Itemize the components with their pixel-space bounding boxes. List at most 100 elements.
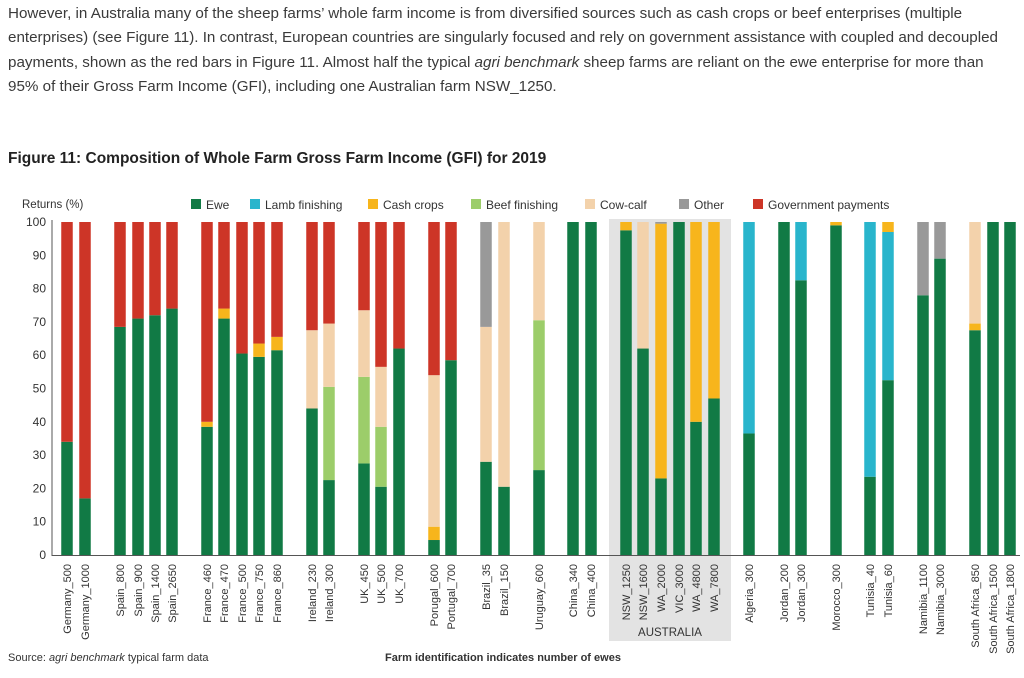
x-tick-label: Uruguay_600 (534, 564, 546, 630)
x-tick-label: Spain_900 (133, 564, 145, 617)
bar-segment (149, 315, 161, 555)
bar-segment (533, 222, 545, 321)
bar-segment (358, 376, 370, 464)
y-tick-label: 50 (33, 382, 47, 396)
source-emphasis: agri benchmark (48, 652, 125, 664)
bar-segment (567, 222, 579, 555)
bar-segment (498, 486, 510, 555)
bar-segment (864, 222, 876, 477)
bar-segment (864, 476, 876, 555)
x-tick-label: NSW_1600 (638, 564, 650, 620)
legend-label: Ewe (206, 198, 230, 212)
x-tick-label: Spain_2650 (167, 564, 179, 623)
legend-label: Cash crops (383, 198, 444, 212)
bar-segment (271, 350, 283, 555)
bar-segment (795, 222, 807, 281)
y-tick-label: 10 (33, 515, 47, 529)
bar-segment (61, 222, 73, 442)
bar-segment (934, 258, 946, 555)
x-tick-label: South Africa_1800 (1005, 564, 1017, 654)
x-tick-label: Spain_1400 (150, 564, 162, 623)
bar-segment (306, 330, 318, 409)
x-tick-label: WA_4800 (691, 564, 703, 612)
bar-segment (149, 222, 161, 316)
bar-segment (830, 225, 842, 555)
bar-segment (114, 326, 126, 555)
legend-swatch (471, 199, 481, 209)
legend-label: Lamb finishing (265, 198, 342, 212)
x-tick-label: Tunisia_60 (883, 564, 895, 617)
bar-segment (480, 326, 492, 462)
x-tick-label: China_340 (568, 564, 580, 617)
y-tick-label: 60 (33, 348, 47, 362)
intro-paragraph: However, in Australia many of the sheep … (8, 2, 1018, 100)
x-tick-label: Ireland_300 (324, 564, 336, 622)
bar-segment (778, 222, 790, 555)
legend-swatch (585, 199, 595, 209)
bar-segment (236, 353, 248, 555)
source-suffix: typical farm data (124, 652, 209, 664)
x-tick-label: UK_450 (359, 564, 371, 604)
x-tick-label: France_460 (202, 564, 214, 623)
y-axis-label: Returns (%) (22, 199, 84, 211)
bar-segment (585, 222, 597, 555)
bar-segment (882, 380, 894, 555)
x-tick-label: South Africa_1500 (988, 564, 1000, 654)
x-tick-label: Algeria_300 (744, 564, 756, 623)
bar-segment (375, 366, 387, 427)
x-tick-label: WA_2000 (656, 564, 668, 612)
source-note: Source: agri benchmark typical farm data (8, 652, 209, 664)
bar-segment (969, 222, 981, 324)
bar-segment (166, 308, 178, 555)
bar-segment (428, 540, 440, 555)
x-tick-label: France_500 (237, 564, 249, 623)
figure-title: Figure 11: Composition of Whole Farm Gro… (8, 150, 547, 167)
bar-segment (236, 222, 248, 354)
bar-segment (393, 348, 405, 555)
bar-segment (375, 486, 387, 555)
x-tick-label: Brazil_150 (499, 564, 511, 616)
bar-segment (708, 398, 720, 555)
bar-segment (917, 295, 929, 555)
legend-label: Government payments (768, 198, 889, 212)
bar-segment (79, 222, 91, 499)
bar-segment (132, 222, 144, 319)
legend-swatch (250, 199, 260, 209)
bar-segment (1004, 222, 1016, 555)
bar-segment (428, 526, 440, 541)
bar-segment (969, 323, 981, 331)
bar-segment (358, 463, 370, 555)
legend-swatch (191, 199, 201, 209)
bar-segment (114, 222, 126, 327)
bar-segment (987, 222, 999, 555)
bar-segment (253, 222, 265, 344)
bar-segment (271, 222, 283, 337)
bar-segment (934, 222, 946, 259)
bar-segment (445, 222, 457, 361)
bar-segment (323, 480, 335, 555)
bar-segment (917, 222, 929, 296)
bar-segment (253, 343, 265, 357)
bar-segment (743, 433, 755, 555)
y-tick-label: 90 (33, 248, 47, 262)
bar-segment (79, 498, 91, 555)
bar-segment (690, 222, 702, 422)
bar-segment (533, 320, 545, 471)
bar-segment (218, 308, 230, 319)
bar-segment (358, 310, 370, 377)
bar-segment (655, 222, 667, 224)
x-tick-label: UK_500 (376, 564, 388, 604)
x-tick-label: UK_700 (394, 564, 406, 604)
x-tick-label: Porugal_600 (429, 564, 441, 626)
bar-segment (306, 408, 318, 555)
x-tick-label: Ireland_230 (307, 564, 319, 622)
bar-segment (201, 426, 213, 555)
bar-segment (620, 222, 632, 231)
paragraph-text-2: sheep farms are reliant on the ewe enter… (8, 53, 984, 96)
bar-segment (533, 470, 545, 555)
x-tick-label: France_470 (219, 564, 231, 623)
bar-segment (498, 222, 510, 487)
bar-segment (795, 280, 807, 555)
bar-segment (655, 478, 667, 555)
